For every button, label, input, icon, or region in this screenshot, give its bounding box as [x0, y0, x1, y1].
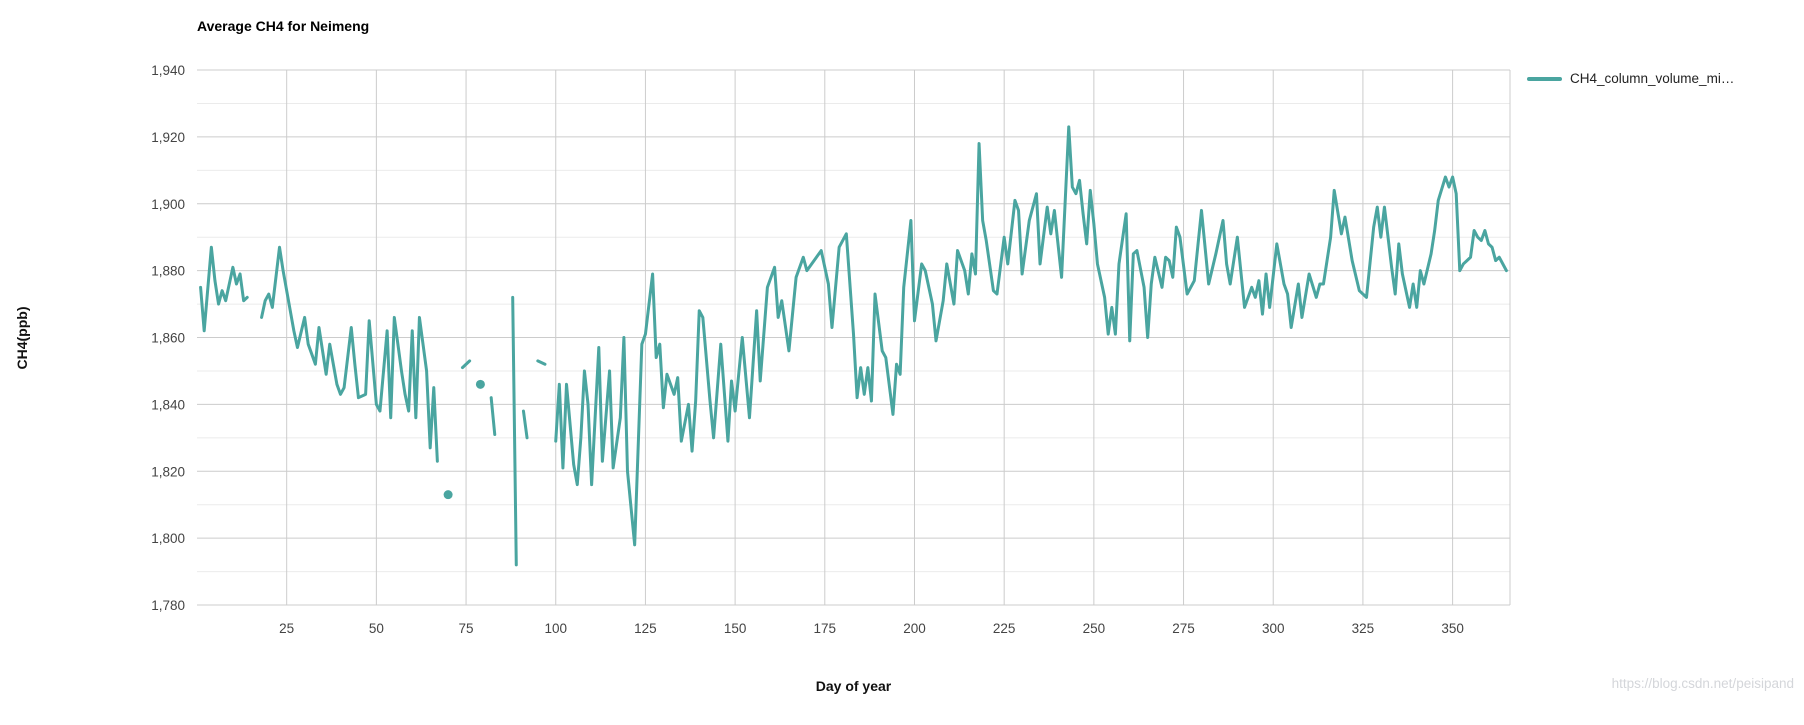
x-axis-title: Day of year [815, 678, 892, 694]
series-line-segment[interactable] [521, 409, 529, 440]
x-tick-label: 75 [459, 621, 474, 636]
x-tick-label: 325 [1352, 621, 1375, 636]
series-line-segment[interactable] [554, 125, 1508, 547]
y-tick-label: 1,840 [151, 397, 185, 412]
legend-label[interactable]: CH4_column_volume_mi… [1570, 71, 1735, 86]
chart-title: Average CH4 for Neimeng [197, 18, 370, 34]
x-tick-label: 175 [814, 621, 837, 636]
watermark: https://blog.csdn.net/peisipand [1611, 676, 1794, 691]
series-line-segment[interactable] [536, 359, 547, 366]
y-tick-label: 1,820 [151, 464, 185, 479]
x-tick-label: 50 [369, 621, 384, 636]
y-tick-label: 1,800 [151, 531, 185, 546]
legend[interactable]: CH4_column_volume_mi… [1527, 71, 1734, 86]
x-tick-label: 275 [1172, 621, 1195, 636]
series-line-segment[interactable] [460, 359, 472, 370]
x-tick-label: 100 [544, 621, 567, 636]
series-line-segment[interactable] [511, 295, 518, 567]
series-point[interactable] [443, 490, 453, 500]
x-tick-label: 225 [993, 621, 1016, 636]
x-tick-label: 250 [1083, 621, 1106, 636]
y-tick-label: 1,900 [151, 197, 185, 212]
series-line-segment[interactable] [489, 396, 497, 436]
y-tick-label: 1,880 [151, 264, 185, 279]
x-tick-label: 150 [724, 621, 747, 636]
legend-swatch-icon [1527, 76, 1562, 81]
y-tick-label: 1,940 [151, 63, 185, 78]
x-tick-label: 350 [1441, 621, 1464, 636]
series-line-segment[interactable] [199, 245, 249, 333]
x-tick-label: 300 [1262, 621, 1285, 636]
y-tick-label: 1,860 [151, 331, 185, 346]
x-tick-label: 125 [634, 621, 657, 636]
series-line-segment[interactable] [260, 245, 439, 463]
series-point[interactable] [475, 379, 485, 389]
y-axis-title: CH4(ppb) [14, 306, 30, 370]
x-tick-label: 25 [279, 621, 294, 636]
x-tick-label: 200 [903, 621, 926, 636]
y-tick-label: 1,920 [151, 130, 185, 145]
y-tick-label: 1,780 [151, 598, 185, 613]
